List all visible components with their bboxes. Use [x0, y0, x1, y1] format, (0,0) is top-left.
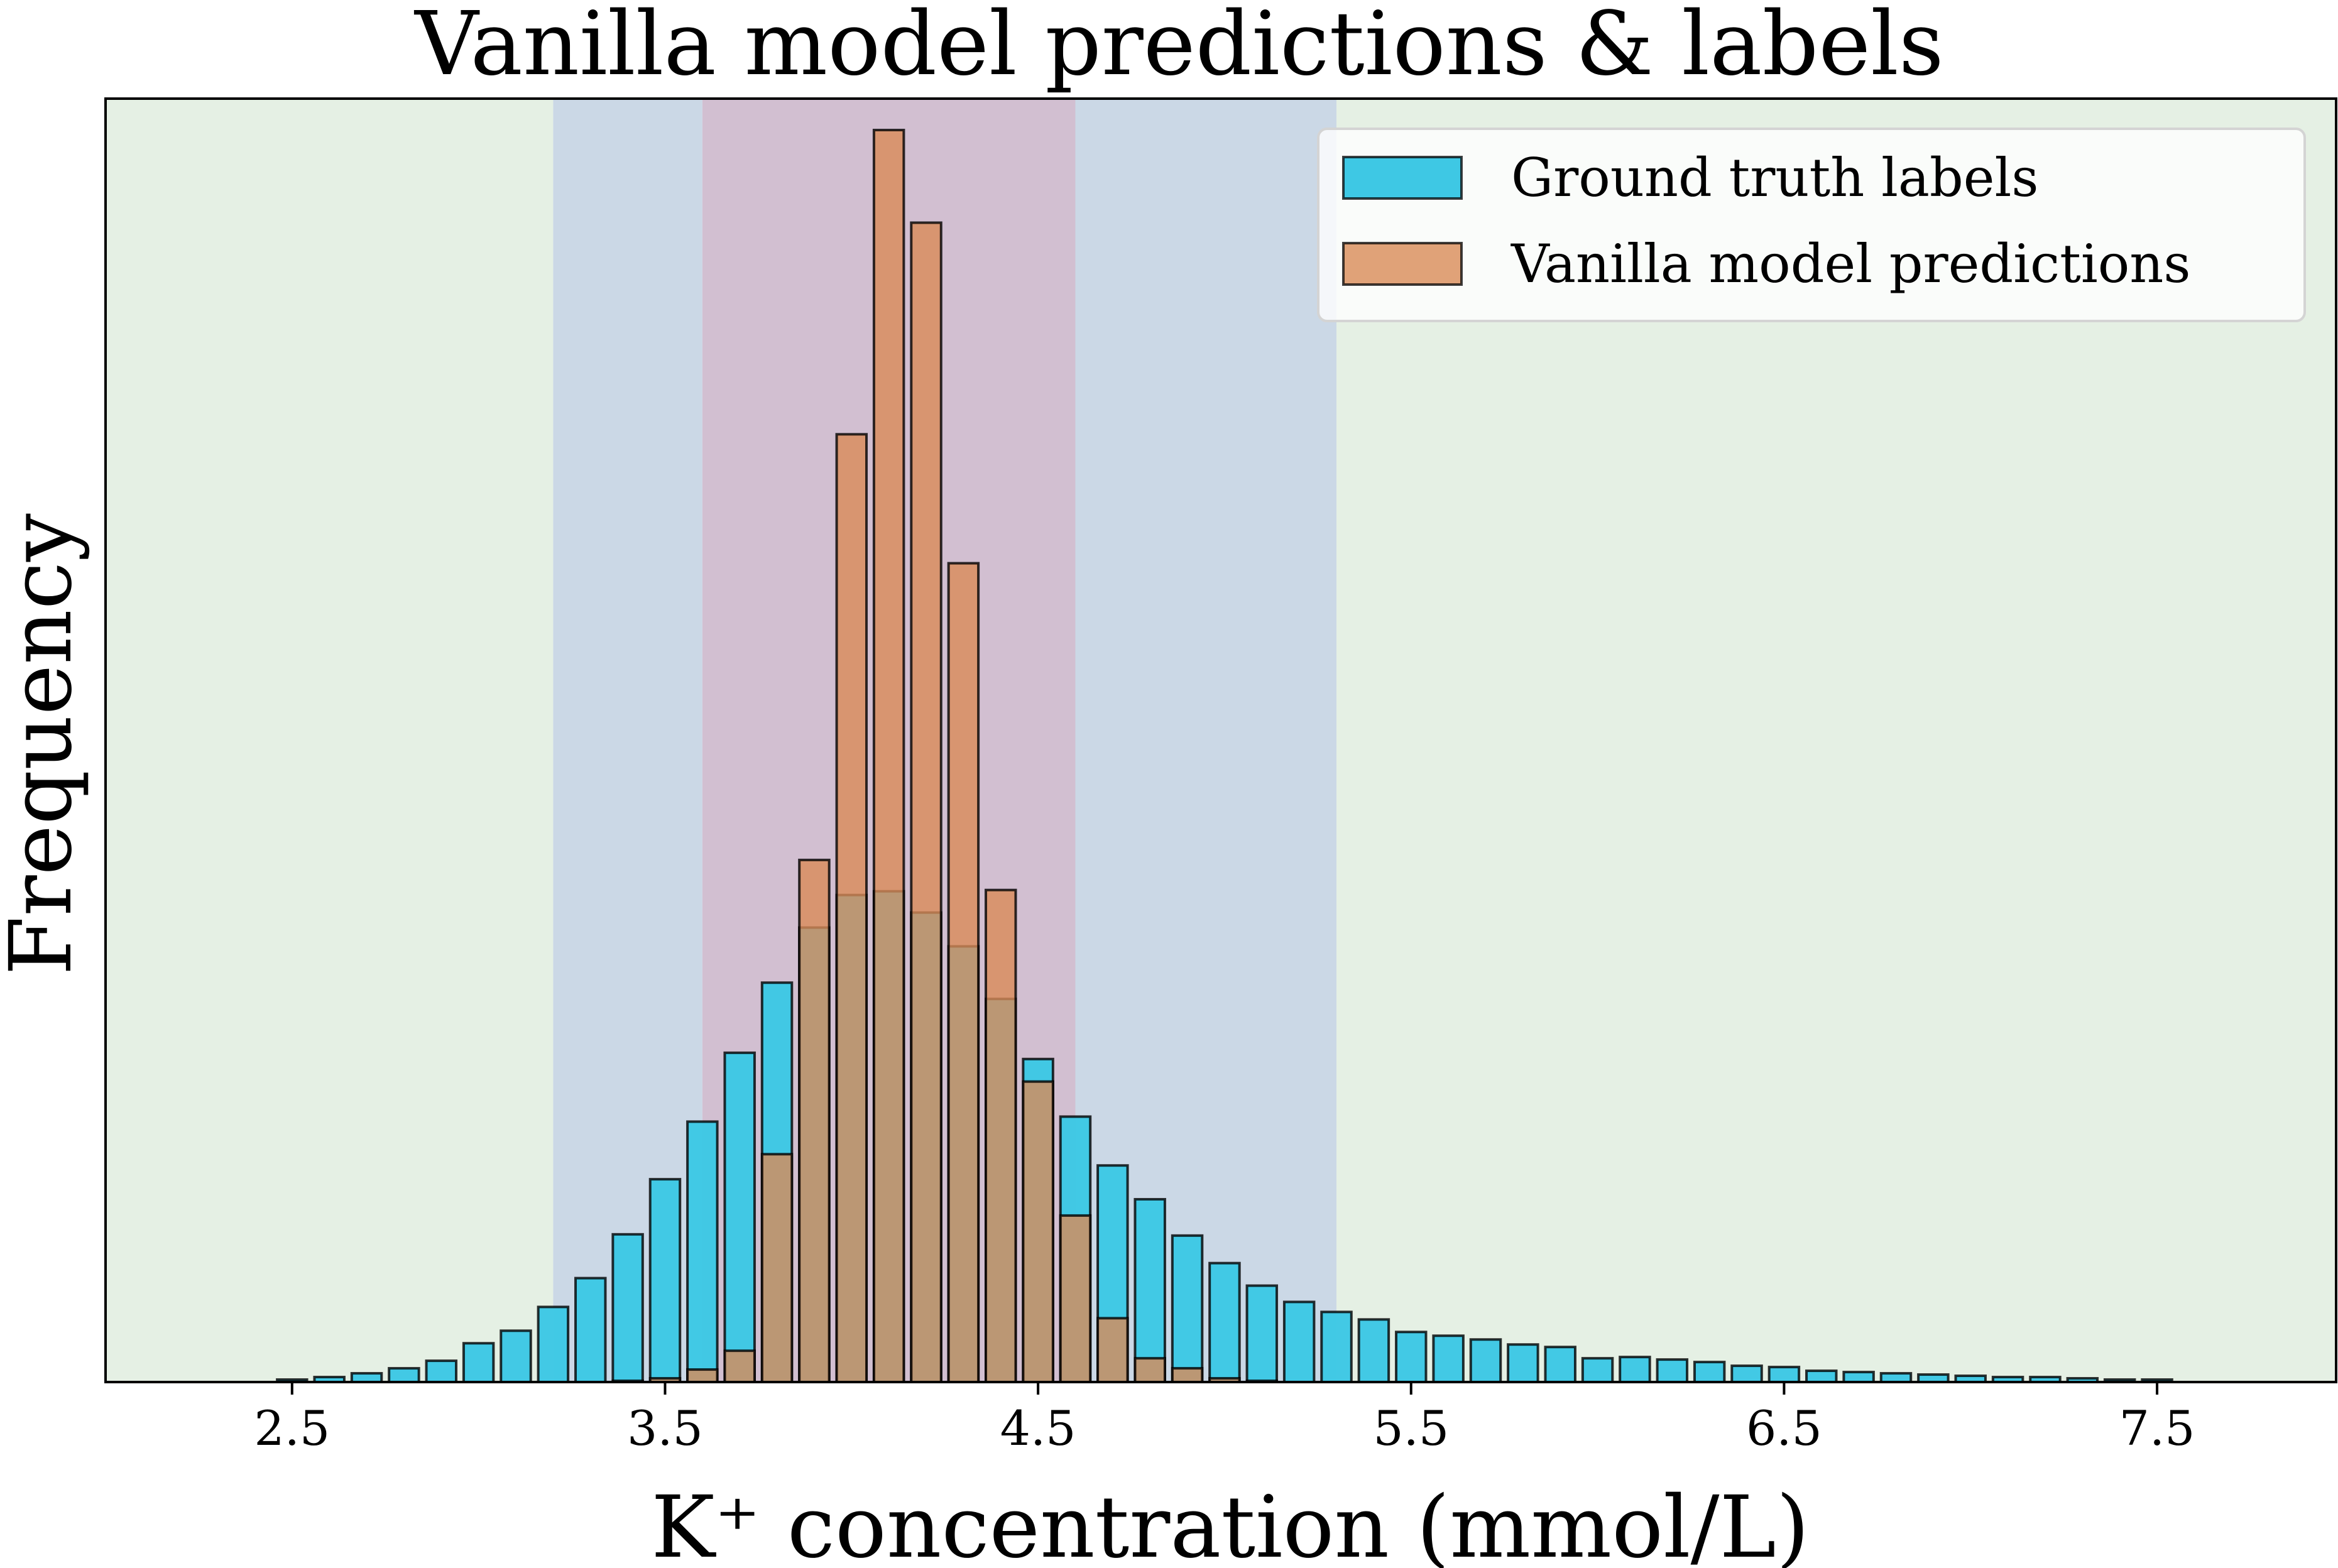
- ground-truth-bar: [1507, 1343, 1539, 1383]
- ground-truth-bar: [1842, 1371, 1875, 1383]
- ground-truth-bar: [1320, 1310, 1353, 1384]
- x-axis-ticks: 2.5 3.5 4.5 5.5 6.5 7.5: [254, 1382, 2195, 1456]
- prediction-bar: [1096, 1317, 1129, 1383]
- ground-truth-bar: [1245, 1284, 1279, 1383]
- legend-swatch-predictions: [1342, 242, 1463, 286]
- plot-frame: [104, 97, 2337, 1383]
- ground-truth-bar: [1805, 1369, 1838, 1383]
- ground-truth-bar: [537, 1305, 570, 1383]
- ground-truth-bar: [1656, 1358, 1689, 1383]
- ground-truth-bar: [462, 1342, 495, 1384]
- x-tick-label: 7.5: [2119, 1400, 2195, 1456]
- chart-title: Vanilla model predictions & labels: [413, 0, 1943, 95]
- ground-truth-bar: [648, 1178, 682, 1384]
- ground-truth-bar: [1879, 1372, 1913, 1384]
- legend-swatch-ground-truth: [1342, 156, 1463, 200]
- prediction-bar: [1022, 1080, 1054, 1384]
- ground-truth-bar: [723, 1051, 756, 1383]
- ground-truth-bar: [500, 1329, 532, 1384]
- x-tick-label: 2.5: [254, 1400, 330, 1456]
- background-band-1: [553, 99, 702, 1382]
- prediction-bar: [1171, 1367, 1204, 1383]
- x-tick-label: 5.5: [1373, 1400, 1449, 1456]
- ground-truth-bar: [1432, 1334, 1465, 1384]
- prediction-bar: [723, 1349, 756, 1384]
- legend-label-ground-truth: Ground truth labels: [1511, 147, 2038, 209]
- ground-truth-bar: [425, 1359, 458, 1383]
- ground-truth-bar: [611, 1233, 644, 1384]
- legend-box: [1317, 128, 2306, 322]
- x-tick-label: 6.5: [1746, 1400, 1822, 1456]
- background-band-0: [106, 99, 554, 1382]
- ground-truth-bar: [1469, 1338, 1502, 1384]
- ground-truth-bar: [388, 1367, 420, 1383]
- ground-truth-bar: [1544, 1346, 1576, 1384]
- ground-truth-bar: [1171, 1234, 1204, 1383]
- ground-truth-bar: [1730, 1364, 1763, 1384]
- ground-truth-bar: [1282, 1300, 1316, 1383]
- ground-truth-bar: [1395, 1331, 1428, 1384]
- ground-truth-bar: [1619, 1356, 1651, 1383]
- prediction-bar: [947, 562, 980, 1383]
- y-axis-label: Frequency: [0, 513, 91, 976]
- ground-truth-bar: [574, 1277, 607, 1384]
- prediction-bar: [872, 129, 905, 1383]
- x-axis-label: K⁺ concentration (mmol/L): [651, 1478, 1810, 1568]
- ground-truth-bar: [686, 1120, 719, 1384]
- prediction-bar: [1059, 1214, 1092, 1384]
- prediction-bar: [835, 433, 868, 1384]
- legend-label-predictions: Vanilla model predictions: [1510, 233, 2191, 295]
- prediction-bar: [910, 221, 942, 1383]
- ground-truth-bar: [1357, 1318, 1390, 1384]
- x-tick-label: 4.5: [1000, 1400, 1076, 1456]
- prediction-bar: [686, 1368, 719, 1384]
- ground-truth-bar: [1767, 1366, 1801, 1383]
- ground-truth-bar: [1693, 1361, 1726, 1384]
- ground-truth-bar: [1133, 1198, 1166, 1383]
- prediction-bar: [798, 858, 831, 1383]
- prediction-bar: [1133, 1357, 1166, 1384]
- prediction-bar: [985, 888, 1017, 1383]
- ground-truth-bar: [1208, 1261, 1241, 1384]
- ground-truth-bar: [350, 1372, 383, 1384]
- ground-truth-bar: [1581, 1357, 1614, 1384]
- x-tick-label: 3.5: [627, 1400, 703, 1456]
- legend: Ground truth labels Vanilla model predic…: [1317, 128, 2306, 322]
- prediction-bar: [760, 1153, 794, 1384]
